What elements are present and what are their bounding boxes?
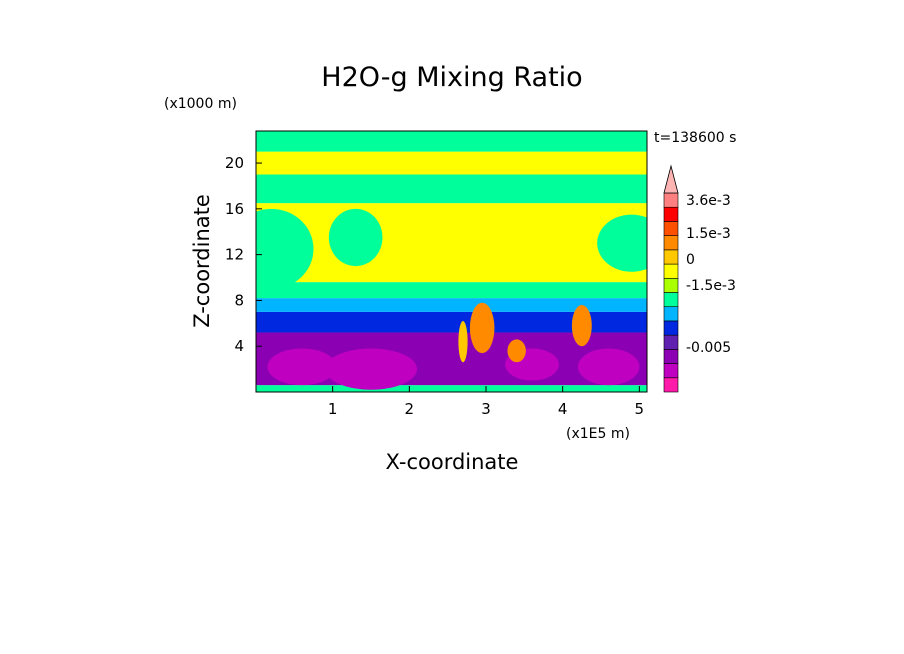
y-tick-label: 12 [225,246,244,264]
y-axis-label: Z-coordinate [190,194,214,328]
colorbar-swatch-9 [663,249,679,265]
chart-title: H2O-g Mixing Ratio [321,62,582,93]
field-band-5 [256,203,647,283]
field-feature-4 [469,302,495,354]
colorbar-labels: 3.6e-3 1.5e-3 0 -1.5e-3 -0.005 [686,193,736,356]
y-tick-label: 4 [234,337,244,355]
y-tick-label: 20 [225,154,244,172]
colorbar-top-arrow [663,164,679,194]
field-band-8 [256,131,647,152]
colorbar-swatch-4 [663,320,679,336]
colorbar-label: -0.005 [686,340,731,356]
field-feature-8 [256,208,314,289]
colorbar-swatch-13 [663,192,679,208]
field-feature-10 [597,214,647,272]
colorbar-label: 3.6e-3 [686,193,731,209]
x-tick-label: 3 [481,400,491,418]
field-feature-7 [458,321,468,363]
x-scale-label: (x1E5 m) [566,426,630,442]
field-band-4 [256,282,647,299]
y-tick-label: 8 [234,291,244,309]
y-tick-label: 16 [225,200,244,218]
field-band-0 [256,385,647,392]
colorbar-swatch-3 [663,334,679,350]
x-tick-label: 2 [405,400,415,418]
field-feature-3 [578,348,640,386]
field-feature-1 [325,348,417,390]
colorbar-swatch-10 [663,235,679,251]
x-axis-label: X-coordinate [386,450,519,474]
colorbar-label: 1.5e-3 [686,226,731,242]
colorbar-swatch-8 [663,263,679,279]
colorbar-swatch-11 [663,221,679,236]
colorbar-swatch-2 [663,349,679,364]
field-feature-6 [571,305,592,347]
x-tick-label: 4 [558,400,568,418]
y-ticks: 4 8 12 16 20 [225,154,262,355]
field-feature-0 [267,348,337,386]
x-tick-label: 1 [328,400,338,418]
field-band-2 [256,311,647,333]
colorbar-swatch-7 [663,277,679,293]
contour-field [256,131,647,392]
y-scale-label: (x1000 m) [164,96,237,112]
colorbar-swatch-1 [663,363,679,379]
colorbar-swatch-6 [663,292,679,308]
colorbar-label: -1.5e-3 [686,278,736,294]
plot-frame [255,130,648,393]
x-tick-label: 5 [635,400,645,418]
field-feature-5 [507,339,526,363]
colorbar-swatch-0 [663,377,679,393]
time-label: t=138600 s [654,130,736,146]
colorbar-swatch-5 [663,306,679,322]
field-band-3 [256,298,647,312]
field-feature-9 [328,208,383,267]
colorbar [663,164,679,393]
x-ticks: 1 2 3 4 5 [328,386,644,418]
colorbar-label: 0 [686,252,695,268]
field-band-6 [256,174,647,204]
colorbar-swatch-12 [663,206,679,222]
field-band-7 [256,151,647,175]
